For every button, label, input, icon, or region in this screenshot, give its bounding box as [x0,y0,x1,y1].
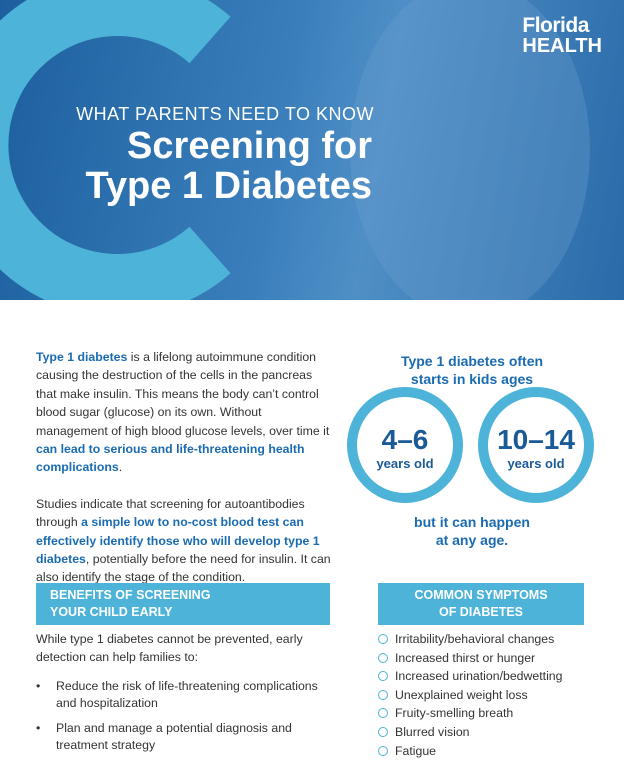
age-unit: years old [507,456,564,471]
benefit-item: Reduce the risk of life-threatening comp… [36,678,336,712]
text-run: . [118,460,123,475]
age-range: 10–14 [497,424,575,455]
symptom-item: Increased urination/bedwetting [378,667,563,686]
callout-heading-line: starts in kids ages [410,371,534,387]
callout-footer-line: at any age. [435,532,509,548]
symptom-item: Irritability/behavioral changes [378,630,563,649]
logo-line: Florida [522,14,589,37]
symptom-item: Blurred vision [378,723,563,742]
symptoms-heading-line: OF DIABETES [438,605,524,619]
symptoms-heading-line: COMMON SYMPTOMS [414,588,548,602]
logo: Florida HEALTH [522,14,602,57]
hero-banner: Florida HEALTH WHAT PARENTS NEED TO KNOW… [0,0,624,300]
benefits-list: Reduce the risk of life-threatening comp… [36,678,336,762]
callout-heading-line: Type 1 diabetes often [400,353,544,369]
symptoms-heading: COMMON SYMPTOMS OF DIABETES [378,583,584,625]
symptoms-list: Irritability/behavioral changes Increased… [378,630,563,760]
symptom-item: Fruity-smelling breath [378,704,563,723]
title-line: Type 1 Diabetes [85,165,372,207]
benefits-heading: BENEFITS OF SCREENING YOUR CHILD EARLY [36,583,330,625]
benefit-item: Plan and manage a potential diagnosis an… [36,720,336,754]
callout-heading: Type 1 diabetes often starts in kids age… [372,352,572,388]
hero-art [0,0,590,300]
age-circles: 4–6 years old 10–14 years old [347,387,594,503]
symptom-item: Unexplained weight loss [378,686,563,705]
symptom-item: Increased thirst or hunger [378,649,563,668]
benefits-heading-line: BENEFITS OF SCREENING [50,588,211,602]
emphasis: Type 1 diabetes [36,350,128,364]
text-run: Studies indicate that screening for auto… [36,496,305,530]
emphasis: can lead to serious and life-threatening… [36,442,305,475]
paragraph: Studies indicate that screening for auto… [36,495,336,587]
benefits-heading-line: YOUR CHILD EARLY [50,605,173,619]
text-run: , potentially before the need for insuli… [36,552,331,585]
logo-line: HEALTH [522,35,602,57]
paragraph: Type 1 diabetes is a lifelong autoimmune… [36,348,336,477]
text-run: is a lifelong autoimmune condition causi… [36,350,330,438]
callout-footer-line: but it can happen [414,514,530,530]
age-range: 4–6 [382,424,429,455]
kicker: WHAT PARENTS NEED TO KNOW [76,104,374,124]
callout-footer: but it can happen at any age. [372,513,572,549]
emphasis: a simple low to no-cost blood test can e… [36,515,320,567]
title: Screening for Type 1 Diabetes [0,126,372,206]
c-ring [0,0,231,300]
title-line: Screening for [127,125,372,167]
age-unit: years old [376,456,433,471]
benefits-text: While type 1 diabetes cannot be prevente… [36,632,303,664]
age-ring [478,387,594,503]
age-ring [347,387,463,503]
intro: Type 1 diabetes is a lifelong autoimmune… [36,348,336,605]
photo-shape [350,0,590,300]
symptom-item: Fatigue [378,742,563,761]
